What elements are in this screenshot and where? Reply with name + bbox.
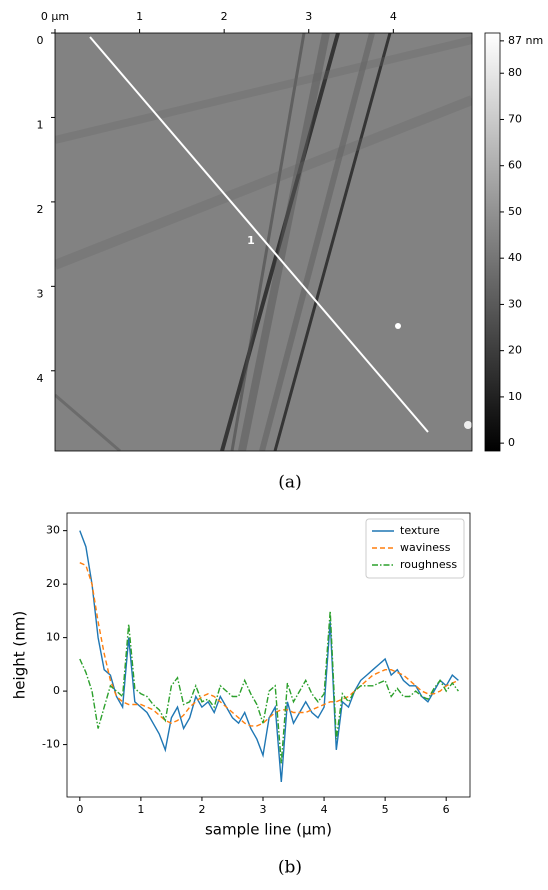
series-line xyxy=(79,562,459,727)
x-tick-label: 1 xyxy=(137,803,144,816)
colorbar xyxy=(484,32,501,452)
x-tick-label: 6 xyxy=(443,803,450,816)
caption: (a) xyxy=(278,473,301,493)
series-line xyxy=(79,610,459,764)
y-tick-label: 4 xyxy=(37,372,44,385)
x-tick-label: 2 xyxy=(221,10,228,23)
x-tick-label: 1 xyxy=(136,10,143,23)
x-tick-label: 4 xyxy=(390,10,397,23)
legend-label: roughness xyxy=(400,558,457,571)
y-tick-label: 0 xyxy=(53,684,60,697)
annotation: 1 xyxy=(247,234,255,247)
y-tick-label: 3 xyxy=(37,287,44,300)
x-tick-label: 4 xyxy=(321,803,328,816)
x-tick-label: 3 xyxy=(260,803,267,816)
x-tick-label: 5 xyxy=(382,803,389,816)
y-tick-label: 20 xyxy=(46,577,60,590)
colorbar-tick-label: 50 xyxy=(508,205,522,218)
y-tick-label: 30 xyxy=(46,524,60,537)
series-line xyxy=(79,530,459,783)
legend-label: waviness xyxy=(400,541,451,554)
colorbar-tick-label: 10 xyxy=(508,390,522,403)
colorbar-tick-label: 70 xyxy=(508,112,522,125)
x-tick-label: 0 µm xyxy=(41,10,69,23)
afm-image xyxy=(55,33,472,451)
colorbar-tick-label: 0 xyxy=(508,436,515,449)
x-tick-label: 3 xyxy=(305,10,312,23)
x-axis-label: sample line (μm) xyxy=(205,821,332,839)
plot-frame xyxy=(66,512,471,798)
y-tick-label: 1 xyxy=(37,118,44,131)
y-tick-label: 2 xyxy=(37,203,44,216)
colorbar-tick-label: 40 xyxy=(508,251,522,264)
colorbar-tick-label: 20 xyxy=(508,344,522,357)
legend-label: texture xyxy=(400,524,440,537)
legend-box xyxy=(365,518,465,579)
image-frame xyxy=(54,32,473,452)
colorbar-tick-label: 30 xyxy=(508,297,522,310)
x-tick-label: 2 xyxy=(198,803,205,816)
y-tick-label: 0 xyxy=(37,34,44,47)
y-tick-label: -10 xyxy=(42,738,60,751)
colorbar-tick-label: 87 nm xyxy=(508,34,543,47)
caption: (b) xyxy=(278,858,302,878)
colorbar-tick-label: 60 xyxy=(508,159,522,172)
y-tick-label: 10 xyxy=(46,631,60,644)
colorbar-tick-label: 80 xyxy=(508,66,522,79)
x-tick-label: 0 xyxy=(76,803,83,816)
y-axis-label: height (nm) xyxy=(11,611,29,699)
